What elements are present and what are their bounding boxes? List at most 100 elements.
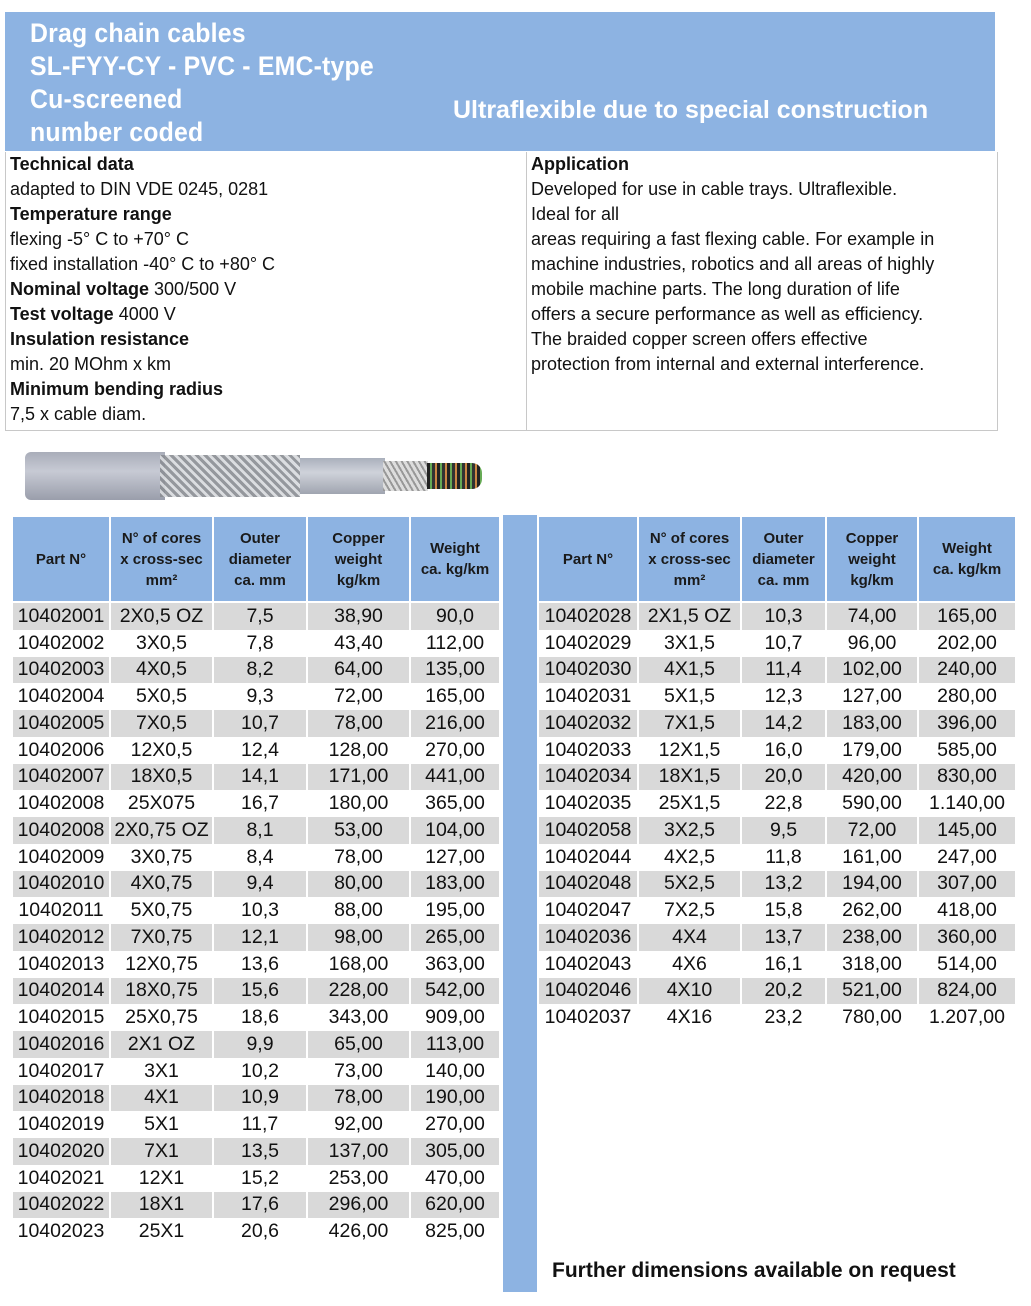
table-cell: 25X0,75 xyxy=(109,1004,214,1031)
table-cell: 194,00 xyxy=(825,870,919,898)
table-cell: 514,00 xyxy=(917,950,1017,978)
column-header: Weight ca. kg/km xyxy=(917,515,1017,603)
table-row: 10402009 3X0,75 8,4 78,00 127,00 xyxy=(11,843,501,871)
table-cell: 10402017 xyxy=(11,1057,111,1085)
info-box: Technical data adapted to DIN VDE 0245, … xyxy=(5,152,998,431)
table-cell: 73,00 xyxy=(306,1057,411,1085)
table-cell: 10402030 xyxy=(537,656,639,684)
table-cell: 426,00 xyxy=(306,1218,411,1245)
table-cell: 20,6 xyxy=(212,1218,308,1245)
table-cell: 10402012 xyxy=(11,924,111,951)
table-cell: 10402001 xyxy=(11,602,111,630)
table-cell: 12,4 xyxy=(212,736,308,764)
table-cell: 16,1 xyxy=(740,950,827,978)
table-cell: 10402021 xyxy=(11,1164,111,1192)
table-cell: 18X0,5 xyxy=(109,763,214,791)
table-cell: 13,5 xyxy=(212,1138,308,1165)
table-cell: 521,00 xyxy=(825,977,919,1005)
table-row: 10402014 18X0,75 15,6 228,00 542,00 xyxy=(11,977,501,1005)
table-cell: 135,00 xyxy=(409,656,501,684)
table-cell: 10402043 xyxy=(537,950,639,978)
subtitle: Ultraflexible due to special constructio… xyxy=(453,96,929,124)
table-cell: 10402023 xyxy=(11,1218,111,1245)
table-cell: 10402036 xyxy=(537,924,639,951)
table-cell: 38,90 xyxy=(306,602,411,630)
table-cell: 10402031 xyxy=(537,683,639,710)
table-row: 10402017 3X1 10,2 73,00 140,00 xyxy=(11,1057,501,1085)
text: Ideal for all xyxy=(531,204,620,224)
table-cell: 10402058 xyxy=(537,817,639,844)
table-cell: 112,00 xyxy=(409,629,501,657)
table-cell: 96,00 xyxy=(825,629,919,657)
table-cell: 360,00 xyxy=(917,924,1017,951)
table-cell: 13,7 xyxy=(740,924,827,951)
table-cell: 102,00 xyxy=(825,656,919,684)
table-cell: 2X1 OZ xyxy=(109,1031,214,1058)
table-row: 10402028 2X1,5 OZ 10,3 74,00 165,00 xyxy=(537,602,1017,630)
heading: Temperature range xyxy=(10,204,172,224)
text: flexing -5° C to +70° C xyxy=(10,229,189,249)
table-row: 10402010 4X0,75 9,4 80,00 183,00 xyxy=(11,870,501,898)
table-cell: 3X0,5 xyxy=(109,629,214,657)
table-cell: 78,00 xyxy=(306,1084,411,1112)
table-cell: 10402032 xyxy=(537,710,639,737)
table-cell: 10402008 xyxy=(11,790,111,817)
table-cell: 10402008 xyxy=(11,817,111,844)
table-row: 10402011 5X0,75 10,3 88,00 195,00 xyxy=(11,897,501,924)
table-cell: 113,00 xyxy=(409,1031,501,1058)
value: 4000 V xyxy=(113,304,176,324)
column-header: Part N° xyxy=(11,515,111,603)
table-cell: 585,00 xyxy=(917,736,1017,764)
table-cell: 74,00 xyxy=(825,602,919,630)
table-row: 10402044 4X2,5 11,8 161,00 247,00 xyxy=(537,843,1017,871)
table-cell: 183,00 xyxy=(409,870,501,898)
table-row: 10402022 18X1 17,6 296,00 620,00 xyxy=(11,1191,501,1219)
heading: Application xyxy=(531,154,629,174)
table-cell: 9,3 xyxy=(212,683,308,710)
table-cell: 8,2 xyxy=(212,656,308,684)
table-cell: 7X1,5 xyxy=(637,710,742,737)
table-cell: 7X1 xyxy=(109,1138,214,1165)
table-cell: 10402046 xyxy=(537,977,639,1005)
table-row: 10402004 5X0,5 9,3 72,00 165,00 xyxy=(11,683,501,710)
table-cell: 5X1,5 xyxy=(637,683,742,710)
table-cell: 418,00 xyxy=(917,897,1017,924)
table-cell: 10402019 xyxy=(11,1111,111,1138)
label: Test voltage xyxy=(10,304,114,324)
table-cell: 253,00 xyxy=(306,1164,411,1192)
table-cell: 265,00 xyxy=(409,924,501,951)
table-cell: 4X1 xyxy=(109,1084,214,1112)
table-cell: 72,00 xyxy=(306,683,411,710)
table-row: 10402047 7X2,5 15,8 262,00 418,00 xyxy=(537,897,1017,924)
table-row: 10402008 25X075 16,7 180,00 365,00 xyxy=(11,790,501,817)
column-header: N° of cores x cross-sec mm² xyxy=(637,515,742,603)
table-cell: 10402006 xyxy=(11,736,111,764)
table-cell: 10402016 xyxy=(11,1031,111,1058)
table-cell: 228,00 xyxy=(306,977,411,1005)
table-cell: 4X6 xyxy=(637,950,742,978)
table-cell: 10402004 xyxy=(11,683,111,710)
table-cell: 270,00 xyxy=(409,736,501,764)
table-cell: 4X1,5 xyxy=(637,656,742,684)
table-cell: 5X0,5 xyxy=(109,683,214,710)
table-cell: 5X0,75 xyxy=(109,897,214,924)
table-cell: 307,00 xyxy=(917,870,1017,898)
column-separator xyxy=(503,515,537,1292)
table-cell: 365,00 xyxy=(409,790,501,817)
table-cell: 10402015 xyxy=(11,1004,111,1031)
table-cell: 262,00 xyxy=(825,897,919,924)
cable-table-left: Part N° N° of cores x cross-sec mm² Outer … xyxy=(11,515,501,1245)
table-cell: 7,5 xyxy=(212,602,308,630)
table-cell: 25X1 xyxy=(109,1218,214,1245)
table-cell: 11,4 xyxy=(740,656,827,684)
table-cell: 88,00 xyxy=(306,897,411,924)
cable-table-right: Part N° N° of cores x cross-sec mm² Outer … xyxy=(537,515,1017,1031)
table-cell: 14,2 xyxy=(740,710,827,737)
table-cell: 25X075 xyxy=(109,790,214,817)
text: min. 20 MOhm x km xyxy=(10,354,172,374)
table-cell: 10402010 xyxy=(11,870,111,898)
table-row: 10402033 12X1,5 16,0 179,00 585,00 xyxy=(537,736,1017,764)
table-cell: 190,00 xyxy=(409,1084,501,1112)
table-cell: 18X1 xyxy=(109,1191,214,1219)
table-cell: 65,00 xyxy=(306,1031,411,1058)
